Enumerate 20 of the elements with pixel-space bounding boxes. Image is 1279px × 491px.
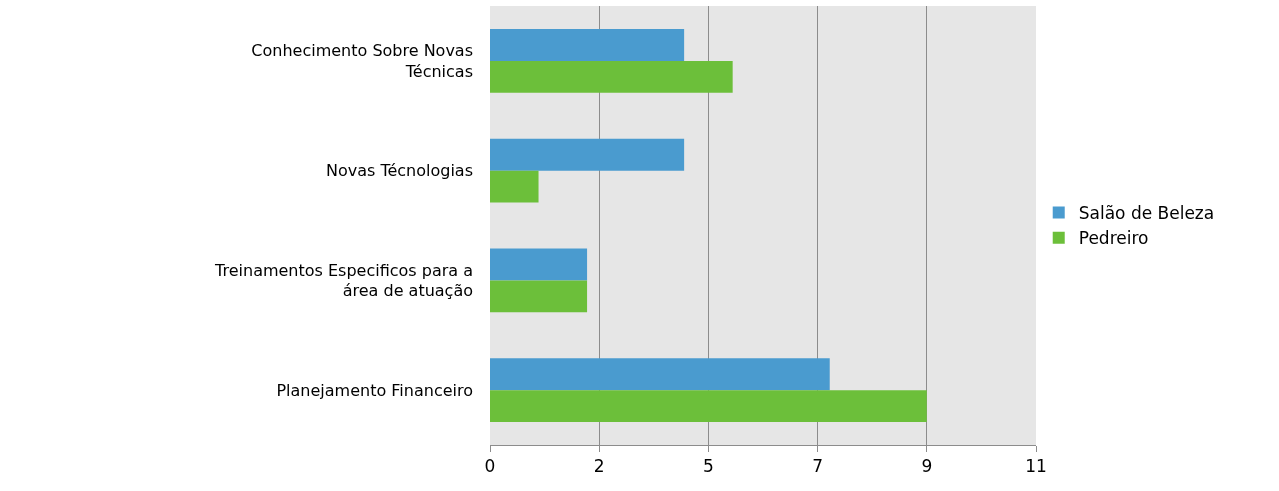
bar <box>490 390 927 422</box>
x-tick-label: 11 <box>1025 456 1047 477</box>
bar <box>490 358 830 391</box>
x-tick-label: 5 <box>702 456 714 477</box>
y-tick-label: Planejamento Financeiro <box>276 380 473 400</box>
bar <box>490 29 685 61</box>
x-tick-label: 2 <box>593 456 605 477</box>
bar <box>490 280 588 313</box>
y-tick-label: Novas Técnologias <box>325 161 473 181</box>
legend-label: Salão de Beleza <box>1078 203 1215 224</box>
bar <box>490 60 733 93</box>
legend-label: Pedreiro <box>1078 228 1149 249</box>
x-tick-label: 9 <box>921 456 933 477</box>
y-tick-label: Treinamentos Especificos para a área de atuação <box>214 260 473 301</box>
x-tick-label: 7 <box>812 456 824 477</box>
bar <box>490 170 539 203</box>
y-tick-label: Conhecimento Sobre Novas Técnicas <box>251 41 473 81</box>
bar <box>490 248 588 281</box>
x-tick-label: 0 <box>484 456 496 477</box>
bar <box>490 138 685 171</box>
